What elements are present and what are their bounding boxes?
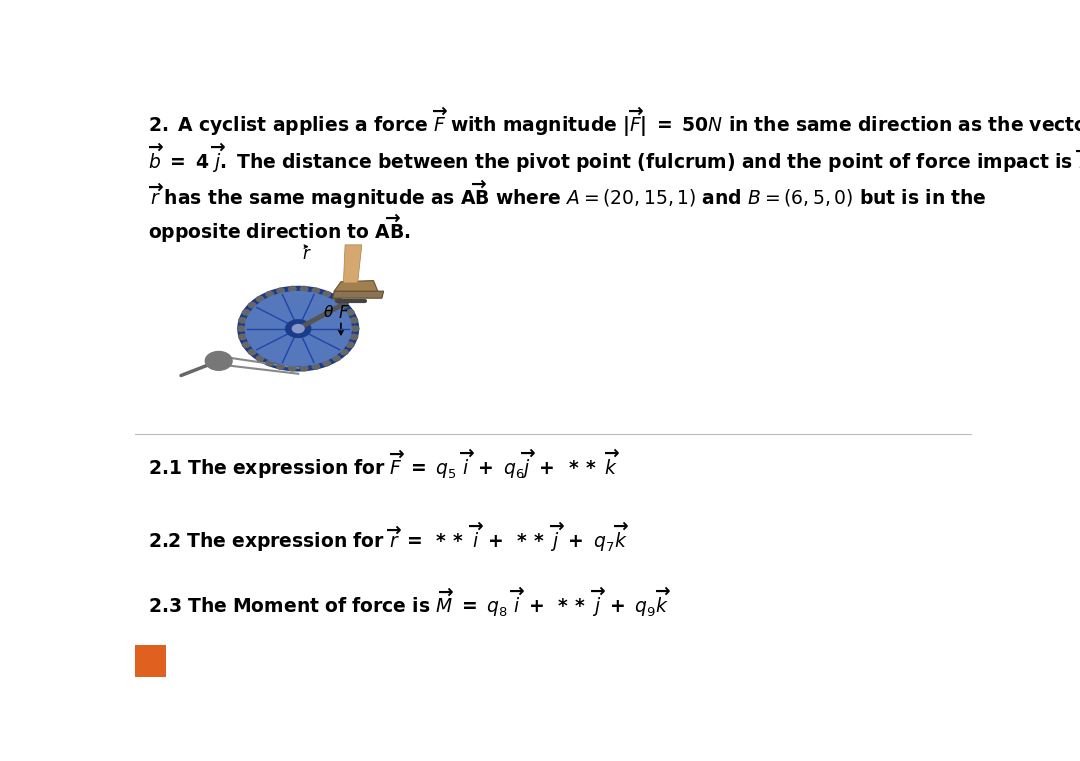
Circle shape (347, 310, 354, 315)
Text: $\theta$: $\theta$ (323, 304, 335, 320)
Circle shape (323, 361, 330, 366)
Circle shape (266, 291, 273, 297)
Circle shape (351, 326, 359, 331)
Circle shape (323, 291, 330, 297)
Text: $\it{r}$: $\it{r}$ (301, 246, 311, 263)
Polygon shape (333, 291, 383, 298)
Circle shape (256, 355, 264, 361)
Circle shape (340, 303, 348, 308)
Circle shape (312, 364, 320, 369)
Circle shape (276, 288, 284, 294)
Circle shape (347, 342, 354, 348)
Circle shape (238, 326, 245, 331)
Text: $\bf{2.3\ The\ Moment\ of\ force\ is\ \overrightarrow{\it{M}}\ =\ }$$q_8\ $$\bf{: $\bf{2.3\ The\ Moment\ of\ force\ is\ \o… (148, 585, 671, 619)
Circle shape (266, 361, 273, 366)
Circle shape (300, 365, 308, 371)
Bar (135, 645, 166, 677)
Circle shape (239, 334, 246, 339)
Circle shape (242, 342, 249, 348)
Text: $\it{F}$: $\it{F}$ (338, 304, 350, 322)
Circle shape (242, 310, 249, 315)
Circle shape (238, 286, 359, 371)
Circle shape (300, 286, 308, 291)
Circle shape (248, 349, 256, 355)
Text: $\bf{\overrightarrow{\it{r}}}$$\bf{\ has\ the\ same\ magnitude\ as\ \overrightar: $\bf{\overrightarrow{\it{r}}}$$\bf{\ has… (148, 178, 986, 211)
Text: $\bf{2.2\ The\ expression\ for\ \overrightarrow{\it{r}}\ =\ **\ }$$\bf{\overrigh: $\bf{2.2\ The\ expression\ for\ \overrig… (148, 521, 630, 554)
Circle shape (248, 303, 256, 308)
Circle shape (285, 320, 311, 337)
Circle shape (288, 286, 296, 291)
Circle shape (312, 288, 320, 294)
Circle shape (350, 317, 357, 323)
Circle shape (205, 352, 232, 371)
Circle shape (340, 349, 348, 355)
Circle shape (293, 324, 305, 333)
Circle shape (239, 317, 246, 323)
Circle shape (350, 334, 357, 339)
Circle shape (256, 296, 264, 301)
Text: $\bf{2.\ A\ cyclist\ applies\ a\ force}\ $$\bf{\overrightarrow{\it{F}}}\ $$\bf{w: $\bf{2.\ A\ cyclist\ applies\ a\ force}\… (148, 106, 1080, 139)
Text: $\bf{\overrightarrow{\it{b}}\ =\ 4\ \overrightarrow{\it{j}}}$$\bf{.\ The\ distan: $\bf{\overrightarrow{\it{b}}\ =\ 4\ \ove… (148, 141, 1080, 175)
Circle shape (333, 296, 340, 301)
Circle shape (245, 291, 351, 366)
Circle shape (333, 355, 340, 361)
Text: $\bf{opposite\ direction\ to\ \overrightarrow{AB}.}$: $\bf{opposite\ direction\ to\ \overright… (148, 212, 410, 245)
Circle shape (288, 365, 296, 371)
Polygon shape (334, 281, 378, 291)
Text: $\bf{2.1\ The\ expression\ for\ \overrightarrow{\it{F}}\ =\ }$$q_5\ $$\bf{\overr: $\bf{2.1\ The\ expression\ for\ \overrig… (148, 447, 620, 481)
Circle shape (276, 364, 284, 369)
Polygon shape (343, 245, 362, 283)
